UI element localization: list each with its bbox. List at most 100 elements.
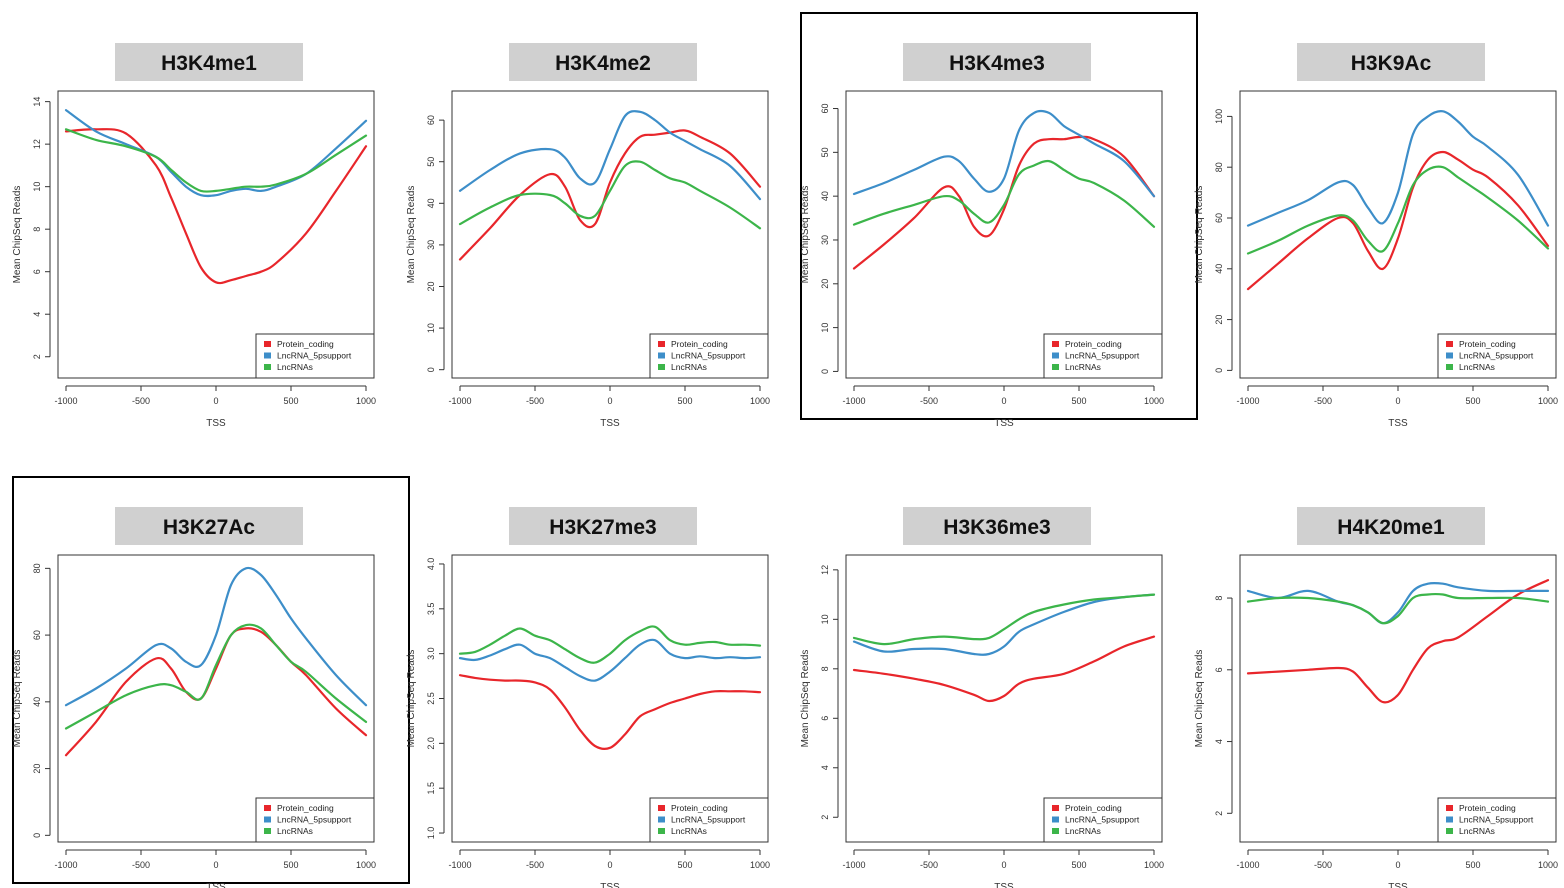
x-tick-label: 1000: [750, 396, 770, 406]
y-tick-label: 6: [820, 716, 830, 721]
legend-label-protein-coding: Protein_coding: [671, 339, 728, 349]
legend-swatch-lncrna-5psupport: [658, 816, 665, 823]
legend-label-lncrnas: LncRNAs: [671, 362, 707, 372]
legend-label-lncrnas: LncRNAs: [1065, 826, 1101, 836]
series-line-lncrnas: [64, 623, 368, 730]
x-tick-label: -1000: [1236, 860, 1259, 870]
legend-swatch-protein-coding: [264, 805, 271, 811]
legend-box: [649, 797, 769, 843]
x-axis-label: TSS: [994, 882, 1014, 888]
legend-swatch-lncrnas: [264, 364, 271, 370]
x-tick-label: 500: [1465, 396, 1480, 406]
y-tick-label: 30: [820, 235, 830, 245]
plot-frame: [451, 554, 769, 843]
chart-h3k4me2: H3K4me2 0 10 20 30 40 50 60 -1000 -500 0 500 1000 TSS…: [406, 43, 770, 429]
plot-frame: [57, 90, 375, 379]
y-tick-label: 50: [426, 157, 436, 167]
y-tick-label: 3.5: [426, 603, 436, 616]
legend-label-lncrnas: LncRNAs: [1459, 826, 1495, 836]
highlight-frame: [12, 476, 410, 884]
y-tick-label: 14: [32, 97, 42, 107]
y-axis-label: Mean ChipSeq Reads: [12, 650, 23, 748]
legend-swatch-protein-coding: [1052, 805, 1059, 811]
series-line-lncrnas: [1246, 165, 1550, 255]
y-tick-label: 40: [426, 198, 436, 208]
series-line-protein-coding: [852, 135, 1156, 270]
x-tick-label: -500: [526, 860, 544, 870]
y-tick-label: 6: [1214, 667, 1224, 672]
y-axis-label: Mean ChipSeq Reads: [406, 650, 417, 748]
x-tick-label: 1000: [1144, 860, 1164, 870]
legend-label-lncrnas: LncRNAs: [1459, 362, 1495, 372]
legend-swatch-protein-coding: [1446, 805, 1453, 811]
series-line-lncrnas: [1246, 592, 1550, 625]
legend-swatch-protein-coding: [264, 341, 271, 347]
series-line-lncrnas: [64, 128, 368, 193]
y-tick-label: 8: [820, 666, 830, 671]
x-tick-label: -1000: [54, 396, 77, 406]
y-tick-label: 20: [32, 764, 42, 774]
y-tick-label: 60: [32, 630, 42, 640]
y-tick-label: 0: [32, 833, 42, 838]
x-tick-label: 0: [1395, 860, 1400, 870]
title-box: [509, 43, 697, 81]
y-tick-label: 4.0: [426, 558, 436, 571]
y-tick-label: 80: [1214, 162, 1224, 172]
chart-h3k27ac: H3K27Ac 0 20 40 60 80 -1000 -500 0 500 1000 TSS Mean…: [12, 476, 410, 888]
chart-title: H3K27me3: [549, 516, 656, 539]
legend-label-protein-coding: Protein_coding: [1065, 339, 1122, 349]
plot-frame: [451, 90, 769, 379]
x-axis-label: TSS: [206, 882, 226, 888]
y-tick-label: 4: [820, 765, 830, 770]
x-tick-label: -1000: [54, 860, 77, 870]
x-tick-label: -1000: [1236, 396, 1259, 406]
legend-box: [1437, 797, 1557, 843]
legend-swatch-protein-coding: [658, 805, 665, 811]
legend-swatch-lncrnas: [264, 828, 271, 834]
y-tick-label: 50: [820, 147, 830, 157]
y-tick-label: 0: [426, 367, 436, 372]
x-tick-label: 1000: [750, 860, 770, 870]
y-tick-label: 1.5: [426, 782, 436, 795]
x-tick-label: 500: [677, 396, 692, 406]
x-tick-label: -1000: [448, 860, 471, 870]
chart-title: H3K27Ac: [163, 516, 256, 539]
y-axis-label: Mean ChipSeq Reads: [800, 186, 811, 284]
x-tick-label: -500: [132, 860, 150, 870]
series-line-lncrnas: [458, 160, 762, 230]
x-tick-label: 500: [1071, 860, 1086, 870]
series-line-lncrna-5psupport: [458, 638, 762, 682]
x-tick-label: 1000: [1144, 396, 1164, 406]
y-tick-label: 1.0: [426, 827, 436, 840]
series-line-protein-coding: [852, 635, 1156, 703]
y-tick-label: 2.5: [426, 692, 436, 705]
x-tick-label: -500: [920, 396, 938, 406]
legend-swatch-lncrna-5psupport: [1446, 816, 1453, 823]
legend-swatch-lncrna-5psupport: [264, 352, 271, 359]
x-tick-label: 500: [283, 860, 298, 870]
legend-box: [1437, 333, 1557, 379]
legend-swatch-lncrna-5psupport: [658, 352, 665, 359]
y-tick-label: 40: [32, 697, 42, 707]
y-tick-label: 100: [1214, 109, 1224, 124]
y-axis-label: Mean ChipSeq Reads: [1194, 650, 1205, 748]
x-axis-label: TSS: [600, 418, 620, 429]
x-tick-label: -500: [920, 860, 938, 870]
title-box: [903, 43, 1091, 81]
y-tick-label: 8: [32, 227, 42, 232]
x-tick-label: -500: [1314, 396, 1332, 406]
series-line-protein-coding: [64, 627, 368, 757]
x-tick-label: 1000: [356, 860, 376, 870]
legend-label-protein-coding: Protein_coding: [277, 803, 334, 813]
title-box: [115, 507, 303, 545]
x-tick-label: 500: [1465, 860, 1480, 870]
x-tick-label: 0: [1395, 396, 1400, 406]
y-tick-label: 12: [32, 139, 42, 149]
y-axis-label: Mean ChipSeq Reads: [800, 650, 811, 748]
y-tick-label: 0: [1214, 368, 1224, 373]
y-tick-label: 2: [1214, 811, 1224, 816]
